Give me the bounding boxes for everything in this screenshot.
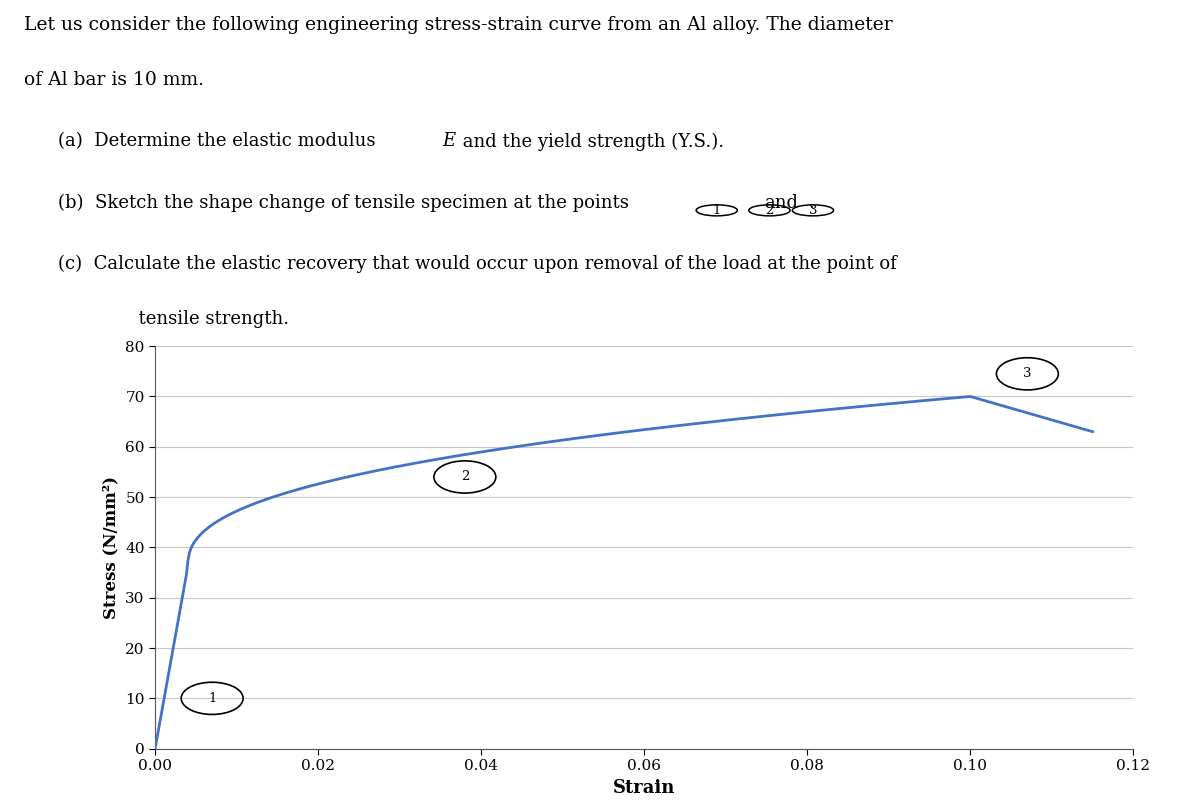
- Text: 3: 3: [809, 204, 817, 217]
- Y-axis label: Stress (N/mm²): Stress (N/mm²): [103, 476, 119, 619]
- Text: Let us consider the following engineering stress-strain curve from an Al alloy. : Let us consider the following engineerin…: [24, 16, 892, 34]
- Text: and the yield strength (Y.S.).: and the yield strength (Y.S.).: [457, 132, 724, 151]
- Text: tensile strength.: tensile strength.: [104, 310, 289, 328]
- Text: 3: 3: [1024, 367, 1032, 380]
- Text: 2: 2: [765, 204, 773, 217]
- Text: (b)  Sketch the shape change of tensile specimen at the points: (b) Sketch the shape change of tensile s…: [58, 193, 641, 212]
- Text: E: E: [441, 132, 455, 151]
- Text: and: and: [764, 193, 798, 212]
- Text: 2: 2: [460, 470, 469, 484]
- Text: 1: 1: [712, 204, 721, 217]
- Text: of Al bar is 10 mm.: of Al bar is 10 mm.: [24, 71, 204, 89]
- Text: 1: 1: [208, 691, 216, 705]
- Text: (c)  Calculate the elastic recovery that would occur upon removal of the load at: (c) Calculate the elastic recovery that …: [58, 254, 897, 273]
- Text: .: .: [809, 193, 815, 212]
- Text: (a)  Determine the elastic modulus: (a) Determine the elastic modulus: [58, 132, 382, 151]
- X-axis label: Strain: Strain: [613, 778, 675, 797]
